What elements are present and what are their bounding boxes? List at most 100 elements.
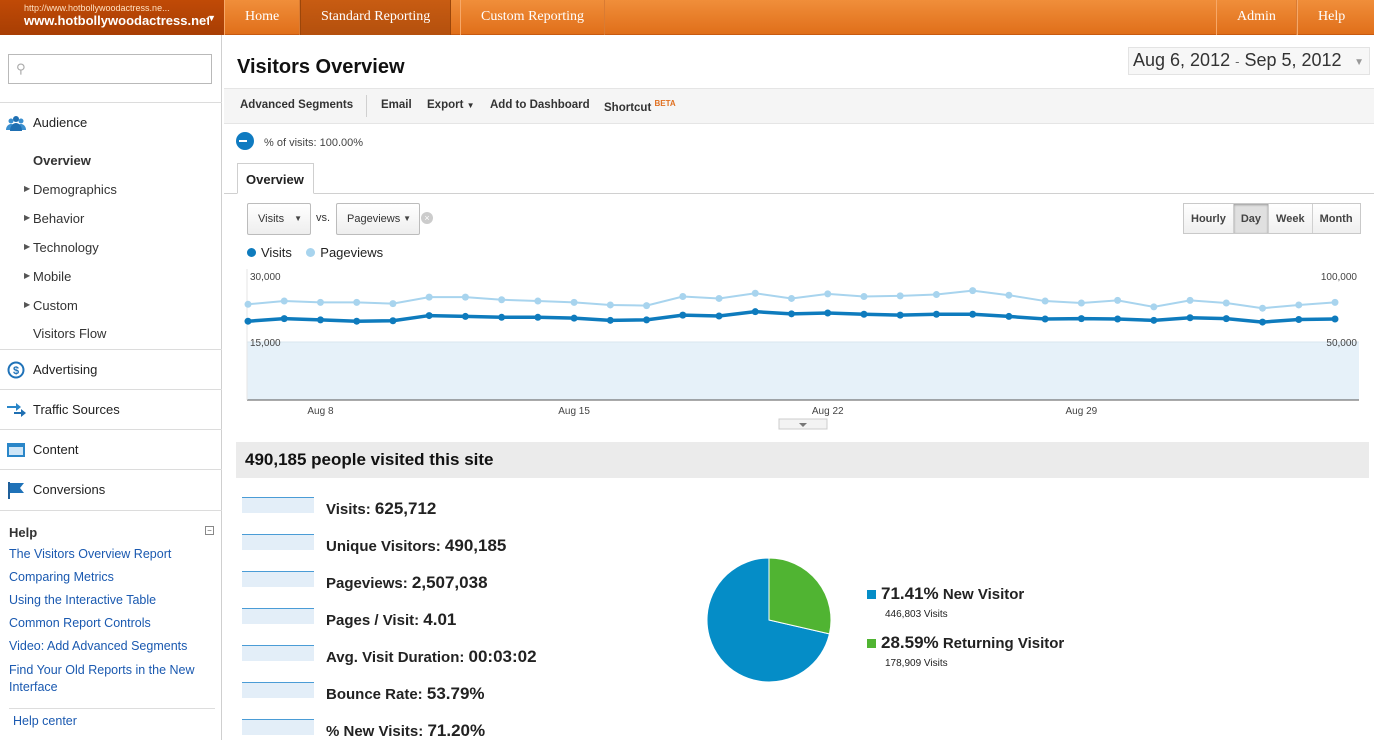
pageviews-point[interactable]	[1259, 304, 1267, 312]
visits-point[interactable]	[1331, 315, 1339, 323]
visits-point[interactable]	[1186, 314, 1194, 322]
email-button[interactable]: Email	[381, 99, 412, 111]
pageviews-point[interactable]	[280, 297, 288, 305]
help-link[interactable]: Using the Interactive Table	[9, 593, 157, 607]
add-to-dashboard-button[interactable]: Add to Dashboard	[490, 99, 590, 111]
pageviews-point[interactable]	[1331, 298, 1339, 306]
advanced-segments-button[interactable]: Advanced Segments	[240, 99, 354, 111]
visits-point[interactable]	[1114, 315, 1122, 323]
visits-point[interactable]	[1005, 312, 1013, 320]
help-link[interactable]: Comparing Metrics	[9, 570, 114, 584]
sidebar-item-custom[interactable]: ▶ Custom	[24, 298, 78, 313]
visits-point[interactable]	[788, 310, 795, 318]
pageviews-point[interactable]	[498, 296, 506, 304]
pageviews-point[interactable]	[1222, 299, 1230, 307]
help-link[interactable]: Video: Add Advanced Segments	[9, 639, 188, 653]
visits-point[interactable]	[316, 316, 324, 324]
pageviews-point[interactable]	[715, 294, 723, 302]
nav-custom-reporting[interactable]: Custom Reporting	[460, 0, 606, 35]
visits-point[interactable]	[643, 316, 651, 324]
sidebar-item-content[interactable]: Content	[0, 429, 222, 469]
pageviews-point[interactable]	[824, 290, 832, 298]
pageviews-point[interactable]	[1186, 296, 1194, 304]
sidebar-item-traffic-sources[interactable]: Traffic Sources	[0, 389, 222, 429]
pageviews-point[interactable]	[461, 293, 469, 301]
visits-point[interactable]	[932, 310, 940, 318]
sidebar-item-behavior[interactable]: ▶ Behavior	[24, 211, 84, 226]
nav-home[interactable]: Home	[224, 0, 301, 35]
pageviews-point[interactable]	[788, 294, 795, 302]
export-button[interactable]: Export ▼	[427, 99, 475, 111]
visits-point[interactable]	[824, 309, 832, 317]
visits-point[interactable]	[353, 317, 361, 325]
sidebar-item-overview[interactable]: Overview	[33, 153, 91, 168]
nav-admin[interactable]: Admin	[1216, 0, 1297, 35]
date-range-picker[interactable]: Aug 6, 2012 - Sep 5, 2012 ▼	[1128, 47, 1370, 75]
visits-point[interactable]	[969, 310, 977, 318]
granularity-hourly[interactable]: Hourly	[1191, 213, 1226, 225]
granularity-month[interactable]: Month	[1311, 204, 1360, 233]
sidebar-item-advertising[interactable]: $ Advertising	[0, 349, 222, 389]
visits-point[interactable]	[606, 316, 614, 324]
sidebar-item-mobile[interactable]: ▶ Mobile	[24, 269, 71, 284]
visits-point[interactable]	[1150, 316, 1158, 324]
pageviews-point[interactable]	[896, 292, 904, 300]
pageviews-point[interactable]	[1295, 301, 1303, 309]
pageviews-point[interactable]	[1041, 297, 1049, 305]
pageviews-point[interactable]	[244, 300, 252, 308]
pageviews-point[interactable]	[1114, 296, 1122, 304]
pageviews-point[interactable]	[860, 293, 868, 300]
granularity-day[interactable]: Day	[1232, 204, 1269, 233]
nav-help[interactable]: Help ⧉	[1297, 0, 1374, 56]
visits-point[interactable]	[570, 314, 578, 322]
pageviews-point[interactable]	[643, 302, 651, 310]
pageviews-point[interactable]	[932, 291, 940, 299]
visits-point[interactable]	[425, 312, 433, 320]
line-chart[interactable]: 30,000 15,000 100,000 50,000 Aug 8 Aug 15 Aug …	[224, 265, 1374, 435]
remove-comparison-icon[interactable]: ×	[421, 212, 433, 224]
visits-point[interactable]	[679, 311, 687, 319]
pie-slice[interactable]	[768, 557, 832, 635]
pageviews-point[interactable]	[679, 293, 687, 300]
sidebar-item-visitors-flow[interactable]: Visitors Flow	[33, 326, 107, 341]
help-link[interactable]: The Visitors Overview Report	[9, 547, 172, 561]
pageviews-point[interactable]	[606, 301, 614, 309]
visitor-type-pie[interactable]	[704, 555, 834, 685]
help-link[interactable]: Find Your Old Reports in the New Interfa…	[9, 663, 195, 694]
collapse-icon[interactable]: −	[205, 526, 214, 535]
account-selector[interactable]: http://www.hotbollywoodactress.ne... www…	[0, 0, 224, 35]
visits-point[interactable]	[860, 310, 868, 318]
tab-overview[interactable]: Overview	[237, 163, 314, 194]
shortcut-button[interactable]: Shortcut BETA	[604, 99, 676, 114]
search-input[interactable]: ⚲	[8, 54, 212, 84]
visits-point[interactable]	[534, 313, 542, 321]
pageviews-point[interactable]	[1150, 303, 1158, 311]
pageviews-point[interactable]	[570, 298, 578, 306]
metric2-select[interactable]: Pageviews ▼	[336, 203, 420, 235]
pageviews-point[interactable]	[389, 300, 397, 308]
sidebar-item-conversions[interactable]: Conversions	[0, 469, 222, 509]
visits-point[interactable]	[1222, 315, 1230, 323]
visits-point[interactable]	[751, 308, 759, 316]
visits-point[interactable]	[461, 312, 469, 320]
pie-slice[interactable]	[706, 557, 831, 683]
visits-point[interactable]	[389, 317, 397, 325]
pageviews-point[interactable]	[425, 293, 433, 301]
granularity-week[interactable]: Week	[1268, 204, 1312, 233]
sidebar-item-audience[interactable]: Audience	[0, 102, 222, 142]
sidebar-item-demographics[interactable]: ▶ Demographics	[24, 182, 117, 197]
nav-standard-reporting[interactable]: Standard Reporting	[300, 0, 452, 35]
help-link[interactable]: Common Report Controls	[9, 616, 151, 630]
pageviews-point[interactable]	[1077, 299, 1085, 307]
visits-point[interactable]	[896, 311, 904, 319]
pageviews-point[interactable]	[969, 287, 977, 295]
metric1-select[interactable]: Visits ▼	[247, 203, 311, 235]
pageviews-point[interactable]	[353, 298, 361, 306]
visits-point[interactable]	[1041, 315, 1049, 323]
visits-point[interactable]	[715, 312, 723, 320]
pageviews-point[interactable]	[1005, 291, 1013, 299]
sidebar-item-technology[interactable]: ▶ Technology	[24, 240, 99, 255]
help-center-link[interactable]: Help center	[13, 714, 77, 728]
visits-point[interactable]	[1259, 318, 1267, 326]
pageviews-point[interactable]	[751, 289, 759, 297]
